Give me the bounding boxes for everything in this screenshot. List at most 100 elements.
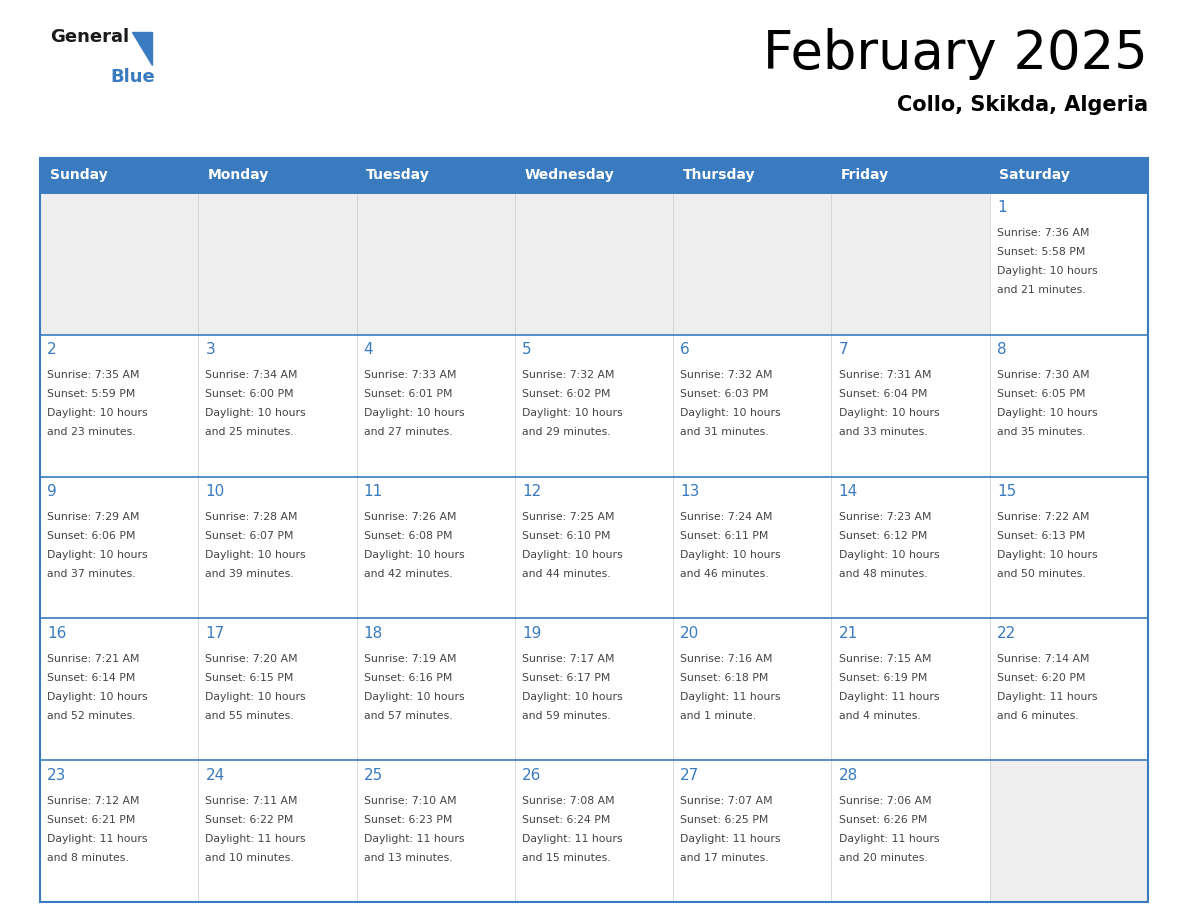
Text: Sunset: 6:21 PM: Sunset: 6:21 PM (48, 814, 135, 824)
Text: Sunset: 6:25 PM: Sunset: 6:25 PM (681, 814, 769, 824)
Text: Sunrise: 7:16 AM: Sunrise: 7:16 AM (681, 654, 772, 664)
Text: Sunset: 6:24 PM: Sunset: 6:24 PM (522, 814, 611, 824)
Text: General: General (50, 28, 129, 46)
Text: Daylight: 10 hours: Daylight: 10 hours (522, 409, 623, 418)
Text: 2: 2 (48, 342, 57, 357)
Bar (356, 335, 514, 476)
Bar (674, 476, 832, 619)
Text: Daylight: 11 hours: Daylight: 11 hours (839, 692, 939, 701)
Text: and 20 minutes.: and 20 minutes. (839, 853, 928, 863)
Text: Daylight: 10 hours: Daylight: 10 hours (522, 692, 623, 701)
Text: Wednesday: Wednesday (524, 169, 614, 183)
Text: Sunrise: 7:17 AM: Sunrise: 7:17 AM (522, 654, 614, 664)
Text: 12: 12 (522, 484, 542, 499)
Text: Sunset: 6:10 PM: Sunset: 6:10 PM (522, 531, 611, 541)
Text: and 6 minutes.: and 6 minutes. (997, 711, 1079, 721)
Text: 25: 25 (364, 767, 383, 782)
Bar (198, 193, 356, 335)
Text: and 35 minutes.: and 35 minutes. (997, 427, 1086, 437)
Text: Sunset: 6:04 PM: Sunset: 6:04 PM (839, 389, 927, 399)
Text: 13: 13 (681, 484, 700, 499)
Text: 3: 3 (206, 342, 215, 357)
Text: Daylight: 10 hours: Daylight: 10 hours (681, 409, 781, 418)
Text: Sunrise: 7:26 AM: Sunrise: 7:26 AM (364, 512, 456, 522)
Text: 24: 24 (206, 767, 225, 782)
Text: Sunrise: 7:10 AM: Sunrise: 7:10 AM (364, 796, 456, 805)
Bar (40, 476, 198, 619)
Bar (40, 158, 1148, 902)
Text: Daylight: 10 hours: Daylight: 10 hours (997, 550, 1098, 560)
Text: Sunset: 6:18 PM: Sunset: 6:18 PM (681, 673, 769, 683)
Text: 20: 20 (681, 626, 700, 641)
Text: Sunset: 6:06 PM: Sunset: 6:06 PM (48, 531, 135, 541)
Text: Daylight: 10 hours: Daylight: 10 hours (364, 550, 465, 560)
Text: Sunrise: 7:28 AM: Sunrise: 7:28 AM (206, 512, 298, 522)
Text: and 27 minutes.: and 27 minutes. (364, 427, 453, 437)
Text: and 21 minutes.: and 21 minutes. (997, 285, 1086, 296)
Bar (990, 476, 1148, 619)
Text: Sunrise: 7:14 AM: Sunrise: 7:14 AM (997, 654, 1089, 664)
Text: 21: 21 (839, 626, 858, 641)
Text: Daylight: 10 hours: Daylight: 10 hours (48, 550, 147, 560)
Text: Sunset: 6:14 PM: Sunset: 6:14 PM (48, 673, 135, 683)
Text: 28: 28 (839, 767, 858, 782)
Text: Sunrise: 7:15 AM: Sunrise: 7:15 AM (839, 654, 931, 664)
Text: Sunset: 6:08 PM: Sunset: 6:08 PM (364, 531, 453, 541)
Bar (990, 335, 1148, 476)
Text: Sunrise: 7:21 AM: Sunrise: 7:21 AM (48, 654, 140, 664)
Bar (198, 476, 356, 619)
Text: Sunset: 6:19 PM: Sunset: 6:19 PM (839, 673, 927, 683)
Text: February 2025: February 2025 (763, 28, 1148, 80)
Text: Monday: Monday (208, 169, 268, 183)
Text: and 1 minute.: and 1 minute. (681, 711, 757, 721)
Text: 1: 1 (997, 200, 1006, 216)
Text: Sunrise: 7:31 AM: Sunrise: 7:31 AM (839, 370, 931, 380)
Text: 27: 27 (681, 767, 700, 782)
Bar (198, 619, 356, 760)
Text: Sunset: 6:16 PM: Sunset: 6:16 PM (364, 673, 453, 683)
Text: Blue: Blue (110, 68, 154, 86)
Text: Sunrise: 7:29 AM: Sunrise: 7:29 AM (48, 512, 140, 522)
Text: and 4 minutes.: and 4 minutes. (839, 711, 921, 721)
Bar (832, 476, 990, 619)
Text: 26: 26 (522, 767, 542, 782)
Text: 23: 23 (48, 767, 67, 782)
Text: Sunrise: 7:33 AM: Sunrise: 7:33 AM (364, 370, 456, 380)
Bar (990, 760, 1148, 902)
Bar (514, 476, 674, 619)
Text: Sunrise: 7:11 AM: Sunrise: 7:11 AM (206, 796, 298, 805)
Text: and 33 minutes.: and 33 minutes. (839, 427, 927, 437)
Text: Sunset: 6:20 PM: Sunset: 6:20 PM (997, 673, 1086, 683)
Bar (674, 335, 832, 476)
Bar (990, 193, 1148, 335)
Text: 8: 8 (997, 342, 1006, 357)
Text: Sunset: 6:15 PM: Sunset: 6:15 PM (206, 673, 293, 683)
Bar (514, 193, 674, 335)
Text: 4: 4 (364, 342, 373, 357)
Text: Sunset: 6:02 PM: Sunset: 6:02 PM (522, 389, 611, 399)
Bar (832, 760, 990, 902)
Bar (356, 193, 514, 335)
Text: 19: 19 (522, 626, 542, 641)
Bar (40, 619, 198, 760)
Bar (514, 619, 674, 760)
Text: and 57 minutes.: and 57 minutes. (364, 711, 453, 721)
Text: 5: 5 (522, 342, 531, 357)
Text: Thursday: Thursday (683, 169, 756, 183)
Text: 15: 15 (997, 484, 1016, 499)
Text: Sunset: 6:17 PM: Sunset: 6:17 PM (522, 673, 611, 683)
Text: Sunset: 6:03 PM: Sunset: 6:03 PM (681, 389, 769, 399)
Text: and 8 minutes.: and 8 minutes. (48, 853, 128, 863)
Bar (40, 158, 1148, 193)
Text: Sunset: 6:00 PM: Sunset: 6:00 PM (206, 389, 295, 399)
Text: 9: 9 (48, 484, 57, 499)
Text: Sunset: 6:05 PM: Sunset: 6:05 PM (997, 389, 1086, 399)
Text: 6: 6 (681, 342, 690, 357)
Text: and 23 minutes.: and 23 minutes. (48, 427, 135, 437)
Text: Sunrise: 7:35 AM: Sunrise: 7:35 AM (48, 370, 140, 380)
Text: and 15 minutes.: and 15 minutes. (522, 853, 611, 863)
Bar (990, 619, 1148, 760)
Text: Friday: Friday (841, 169, 889, 183)
Text: and 46 minutes.: and 46 minutes. (681, 569, 769, 579)
Text: Daylight: 11 hours: Daylight: 11 hours (48, 834, 147, 844)
